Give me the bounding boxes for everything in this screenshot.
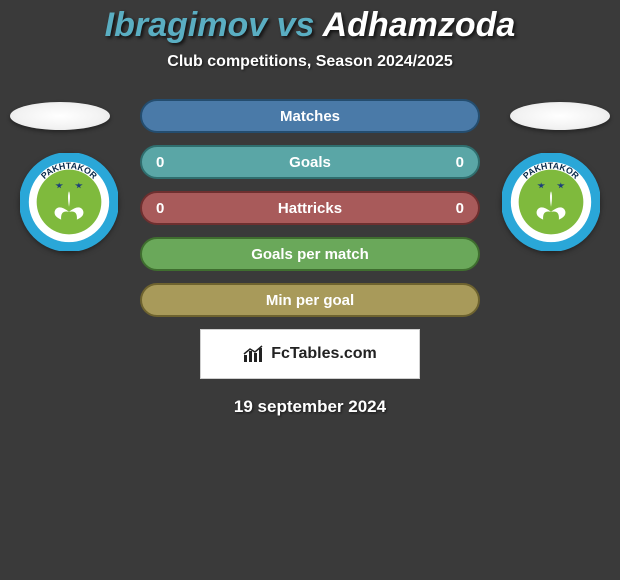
vs-text: vs bbox=[277, 6, 315, 44]
player1-name: Ibragimov bbox=[105, 6, 267, 44]
stat-label: Matches bbox=[280, 108, 340, 125]
pakhtakor-badge-icon: PAKHTAKOR bbox=[502, 153, 600, 251]
stat-label: Hattricks bbox=[278, 200, 342, 217]
player2-thumb bbox=[510, 102, 610, 130]
player2-name: Adhamzoda bbox=[323, 6, 516, 44]
chart-icon bbox=[243, 345, 265, 363]
stat-row-matches: Matches bbox=[140, 99, 480, 133]
stat-right-value: 0 bbox=[442, 193, 478, 223]
stat-label: Goals bbox=[289, 154, 331, 171]
pakhtakor-badge-icon: PAKHTAKOR bbox=[20, 153, 118, 251]
stat-row-min-per-goal: Min per goal bbox=[140, 283, 480, 317]
source-badge-label: FcTables.com bbox=[271, 345, 377, 363]
stat-row-hattricks: 0 Hattricks 0 bbox=[140, 191, 480, 225]
stats-panel: PAKHTAKOR PAKHTAKOR Matches 0 Goals 0 0 Hattr… bbox=[0, 99, 620, 417]
stat-right-value: 0 bbox=[442, 147, 478, 177]
page-title: Ibragimov vs Adhamzoda bbox=[0, 6, 620, 45]
source-badge: FcTables.com bbox=[200, 329, 420, 379]
stat-label: Goals per match bbox=[251, 246, 369, 263]
subtitle: Club competitions, Season 2024/2025 bbox=[0, 53, 620, 71]
player1-thumb bbox=[10, 102, 110, 130]
stat-row-goals-per-match: Goals per match bbox=[140, 237, 480, 271]
stat-row-goals: 0 Goals 0 bbox=[140, 145, 480, 179]
club-crest-right: PAKHTAKOR bbox=[502, 153, 600, 251]
stat-left-value: 0 bbox=[142, 193, 178, 223]
club-crest-left: PAKHTAKOR bbox=[20, 153, 118, 251]
stat-label: Min per goal bbox=[266, 292, 354, 309]
date-text: 19 september 2024 bbox=[0, 397, 620, 417]
stat-left-value: 0 bbox=[142, 147, 178, 177]
